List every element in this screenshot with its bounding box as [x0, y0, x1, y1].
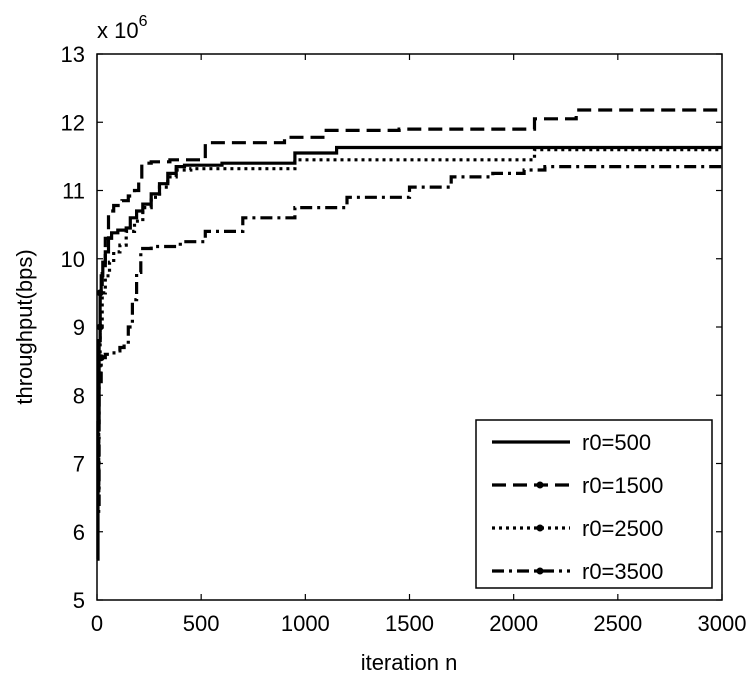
x-axis-ticks: 0 500 1000 1500 2000 2500 3000	[91, 54, 747, 636]
series-line-3	[97, 148, 722, 513]
y-tick-label: 10	[61, 247, 85, 272]
x-tick-label: 1000	[281, 611, 330, 636]
y-tick-label: 6	[73, 520, 85, 545]
y-axis-label: throughput(bps)	[12, 249, 37, 404]
legend-label-3: r0=2500	[582, 516, 663, 541]
legend-marker-4	[536, 567, 544, 575]
legend-marker-3	[536, 524, 544, 532]
y-axis-ticks: 5 6 7 8 9 10 11 12 13	[61, 42, 722, 613]
series-marker-3	[96, 323, 104, 331]
legend-label-1: r0=500	[582, 430, 651, 455]
legend-marker-2	[536, 481, 544, 489]
series-line-4	[97, 165, 722, 506]
y-tick-label: 11	[62, 179, 85, 204]
y-tick-label: 13	[61, 42, 85, 67]
y-tick-label: 5	[73, 588, 85, 613]
x-tick-label: 1500	[385, 611, 434, 636]
series-marker-2	[96, 289, 104, 297]
x-tick-label: 500	[183, 611, 220, 636]
x-tick-label: 3000	[698, 611, 747, 636]
x-tick-label: 0	[91, 611, 103, 636]
series-marker-4	[97, 354, 105, 362]
y-multiplier: x 106	[97, 13, 148, 43]
series-line-2	[97, 108, 722, 493]
legend-box	[475, 419, 713, 589]
x-tick-label: 2000	[489, 611, 538, 636]
legend-label-2: r0=1500	[582, 473, 663, 498]
y-multiplier-base: x 10	[97, 18, 139, 43]
series-layer	[96, 108, 722, 561]
y-tick-label: 8	[73, 383, 85, 408]
legend-label-4: r0=3500	[582, 559, 663, 584]
x-tick-label: 2500	[593, 611, 642, 636]
y-tick-label: 9	[73, 315, 85, 340]
y-tick-label: 12	[61, 110, 85, 135]
y-multiplier-exponent: 6	[139, 13, 148, 30]
y-tick-label: 7	[73, 452, 85, 477]
legend: r0=500 r0=1500 r0=2500 r0=3500	[475, 419, 713, 589]
x-axis-label: iteration n	[361, 650, 458, 675]
